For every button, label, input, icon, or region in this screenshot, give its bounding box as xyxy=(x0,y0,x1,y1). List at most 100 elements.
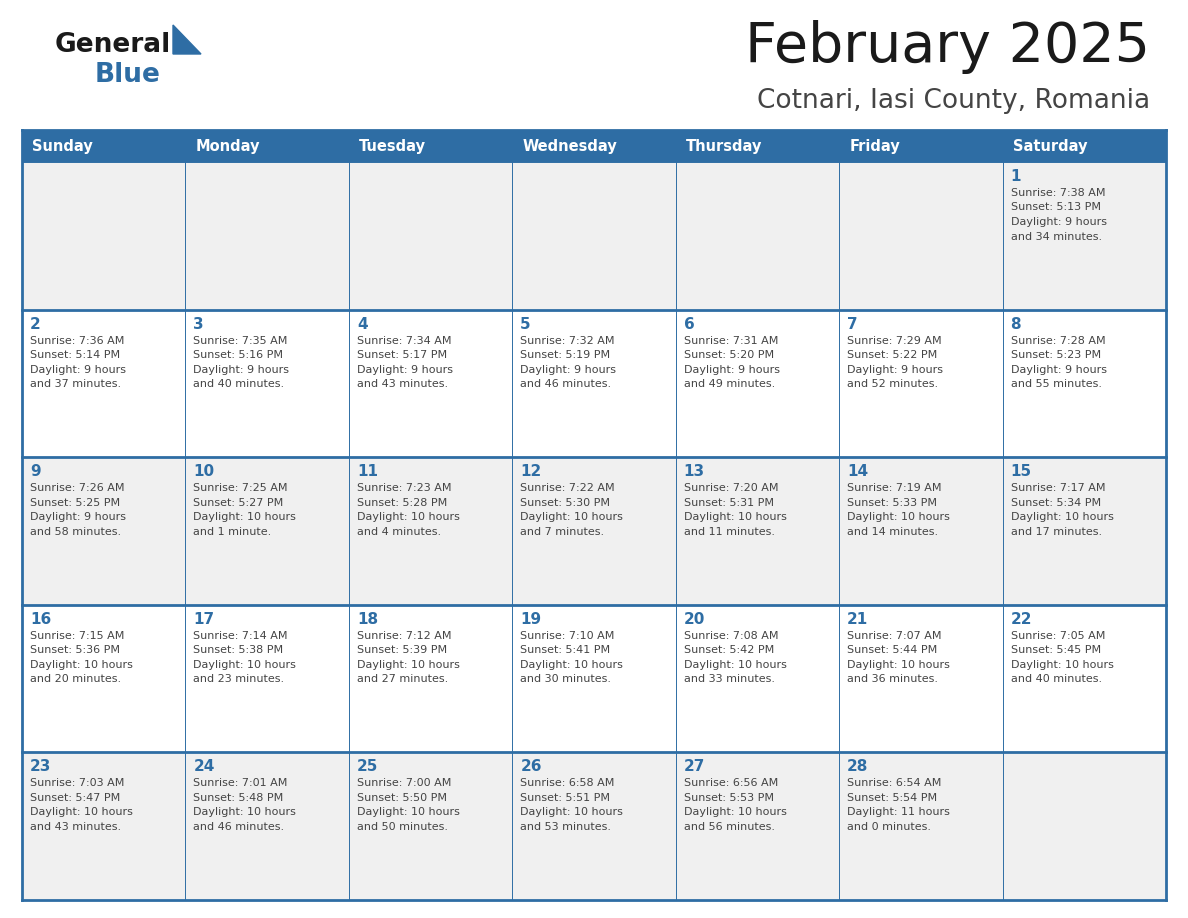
Bar xyxy=(349,309,512,457)
Text: Sunrise: 7:17 AM: Sunrise: 7:17 AM xyxy=(1011,483,1105,493)
Text: Sunset: 5:44 PM: Sunset: 5:44 PM xyxy=(847,645,937,655)
Text: Sunset: 5:39 PM: Sunset: 5:39 PM xyxy=(356,645,447,655)
Bar xyxy=(1003,130,1165,162)
Bar xyxy=(23,162,185,309)
Text: Sunrise: 7:20 AM: Sunrise: 7:20 AM xyxy=(684,483,778,493)
Text: Sunset: 5:50 PM: Sunset: 5:50 PM xyxy=(356,793,447,803)
Text: and 46 minutes.: and 46 minutes. xyxy=(194,822,285,832)
Text: 21: 21 xyxy=(847,611,868,627)
Bar xyxy=(349,753,512,900)
Bar xyxy=(185,130,349,162)
Text: Cotnari, Iasi County, Romania: Cotnari, Iasi County, Romania xyxy=(757,88,1150,114)
Text: Daylight: 10 hours: Daylight: 10 hours xyxy=(847,512,950,522)
Text: Daylight: 10 hours: Daylight: 10 hours xyxy=(684,808,786,817)
Text: Sunrise: 7:10 AM: Sunrise: 7:10 AM xyxy=(520,631,614,641)
Text: Sunset: 5:28 PM: Sunset: 5:28 PM xyxy=(356,498,447,508)
Bar xyxy=(349,605,512,753)
Text: Sunset: 5:13 PM: Sunset: 5:13 PM xyxy=(1011,203,1100,212)
Text: Sunset: 5:53 PM: Sunset: 5:53 PM xyxy=(684,793,773,803)
Text: Sunset: 5:25 PM: Sunset: 5:25 PM xyxy=(30,498,120,508)
Text: and 23 minutes.: and 23 minutes. xyxy=(194,675,285,684)
Text: Sunset: 5:27 PM: Sunset: 5:27 PM xyxy=(194,498,284,508)
Text: Sunrise: 7:35 AM: Sunrise: 7:35 AM xyxy=(194,336,287,345)
Bar xyxy=(839,130,1003,162)
Text: Daylight: 9 hours: Daylight: 9 hours xyxy=(684,364,779,375)
Bar xyxy=(349,457,512,605)
Text: 3: 3 xyxy=(194,317,204,331)
Text: Sunset: 5:19 PM: Sunset: 5:19 PM xyxy=(520,350,611,360)
Text: and 1 minute.: and 1 minute. xyxy=(194,527,272,537)
Text: and 49 minutes.: and 49 minutes. xyxy=(684,379,775,389)
Text: and 43 minutes.: and 43 minutes. xyxy=(30,822,121,832)
Text: and 50 minutes.: and 50 minutes. xyxy=(356,822,448,832)
Text: 28: 28 xyxy=(847,759,868,775)
Text: Daylight: 9 hours: Daylight: 9 hours xyxy=(194,364,290,375)
Text: Tuesday: Tuesday xyxy=(359,139,425,153)
Text: and 17 minutes.: and 17 minutes. xyxy=(1011,527,1101,537)
Bar xyxy=(1003,753,1165,900)
Text: 20: 20 xyxy=(684,611,706,627)
Text: 22: 22 xyxy=(1011,611,1032,627)
Bar xyxy=(185,162,349,309)
Text: Sunset: 5:34 PM: Sunset: 5:34 PM xyxy=(1011,498,1101,508)
Text: 10: 10 xyxy=(194,465,215,479)
Text: Daylight: 10 hours: Daylight: 10 hours xyxy=(30,808,133,817)
Text: Daylight: 9 hours: Daylight: 9 hours xyxy=(520,364,617,375)
Text: 6: 6 xyxy=(684,317,695,331)
Text: and 20 minutes.: and 20 minutes. xyxy=(30,675,121,684)
Text: Daylight: 10 hours: Daylight: 10 hours xyxy=(1011,512,1113,522)
Text: Sunrise: 7:31 AM: Sunrise: 7:31 AM xyxy=(684,336,778,345)
Text: Daylight: 9 hours: Daylight: 9 hours xyxy=(847,364,943,375)
Text: Daylight: 10 hours: Daylight: 10 hours xyxy=(356,512,460,522)
Text: 13: 13 xyxy=(684,465,704,479)
Text: Sunset: 5:48 PM: Sunset: 5:48 PM xyxy=(194,793,284,803)
Text: Sunset: 5:54 PM: Sunset: 5:54 PM xyxy=(847,793,937,803)
Text: February 2025: February 2025 xyxy=(745,20,1150,74)
Text: and 56 minutes.: and 56 minutes. xyxy=(684,822,775,832)
Text: 8: 8 xyxy=(1011,317,1022,331)
Text: and 14 minutes.: and 14 minutes. xyxy=(847,527,939,537)
Text: Sunrise: 7:32 AM: Sunrise: 7:32 AM xyxy=(520,336,614,345)
Text: Daylight: 10 hours: Daylight: 10 hours xyxy=(356,808,460,817)
Text: and 30 minutes.: and 30 minutes. xyxy=(520,675,612,684)
Text: Daylight: 10 hours: Daylight: 10 hours xyxy=(684,512,786,522)
Bar xyxy=(185,309,349,457)
Text: Daylight: 9 hours: Daylight: 9 hours xyxy=(1011,364,1106,375)
Text: Daylight: 10 hours: Daylight: 10 hours xyxy=(1011,660,1113,670)
Text: 15: 15 xyxy=(1011,465,1031,479)
Text: 1: 1 xyxy=(1011,169,1020,184)
Text: General: General xyxy=(55,32,171,58)
Text: Sunrise: 6:56 AM: Sunrise: 6:56 AM xyxy=(684,778,778,789)
Text: Blue: Blue xyxy=(95,62,160,88)
Text: Sunset: 5:20 PM: Sunset: 5:20 PM xyxy=(684,350,773,360)
Text: Sunset: 5:14 PM: Sunset: 5:14 PM xyxy=(30,350,120,360)
Bar xyxy=(23,605,185,753)
Text: Daylight: 10 hours: Daylight: 10 hours xyxy=(520,512,624,522)
Text: 5: 5 xyxy=(520,317,531,331)
Text: and 53 minutes.: and 53 minutes. xyxy=(520,822,612,832)
Text: Sunset: 5:23 PM: Sunset: 5:23 PM xyxy=(1011,350,1101,360)
Text: 26: 26 xyxy=(520,759,542,775)
Text: Sunrise: 6:54 AM: Sunrise: 6:54 AM xyxy=(847,778,942,789)
Text: Sunrise: 7:36 AM: Sunrise: 7:36 AM xyxy=(30,336,125,345)
Text: Sunrise: 7:19 AM: Sunrise: 7:19 AM xyxy=(847,483,942,493)
Text: and 43 minutes.: and 43 minutes. xyxy=(356,379,448,389)
Text: and 0 minutes.: and 0 minutes. xyxy=(847,822,931,832)
Polygon shape xyxy=(173,25,201,54)
Bar xyxy=(512,162,676,309)
Text: and 40 minutes.: and 40 minutes. xyxy=(194,379,285,389)
Bar xyxy=(512,753,676,900)
Text: Daylight: 9 hours: Daylight: 9 hours xyxy=(30,364,126,375)
Text: Daylight: 11 hours: Daylight: 11 hours xyxy=(847,808,950,817)
Bar xyxy=(1003,457,1165,605)
Bar xyxy=(185,753,349,900)
Text: Daylight: 10 hours: Daylight: 10 hours xyxy=(194,660,296,670)
Text: Daylight: 9 hours: Daylight: 9 hours xyxy=(30,512,126,522)
Text: 2: 2 xyxy=(30,317,40,331)
Text: 7: 7 xyxy=(847,317,858,331)
Text: Sunrise: 7:03 AM: Sunrise: 7:03 AM xyxy=(30,778,125,789)
Text: 4: 4 xyxy=(356,317,367,331)
Text: and 4 minutes.: and 4 minutes. xyxy=(356,527,441,537)
Text: 18: 18 xyxy=(356,611,378,627)
Text: and 52 minutes.: and 52 minutes. xyxy=(847,379,939,389)
